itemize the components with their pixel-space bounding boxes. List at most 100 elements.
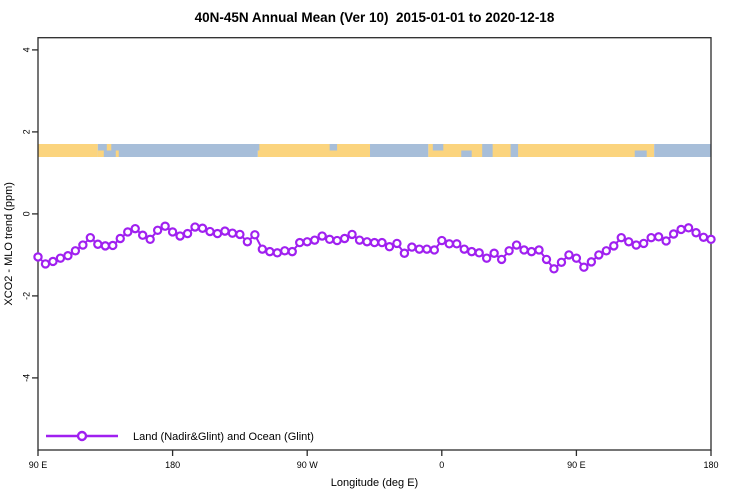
y-tick-label: 2 bbox=[21, 129, 31, 134]
y-axis: 4 2 0 -2 -4 XCO2 - MLO trend (ppm) bbox=[3, 47, 38, 382]
data-point-marker bbox=[265, 246, 275, 257]
x-axis: 90 E 180 90 W 0 90 E 180 Longitude (deg E) bbox=[29, 450, 719, 489]
data-point-marker bbox=[70, 246, 81, 256]
data-point-marker bbox=[639, 238, 649, 249]
data-point-marker bbox=[646, 232, 656, 243]
data-point-marker bbox=[152, 225, 163, 235]
data-point-marker bbox=[504, 246, 514, 256]
data-point-marker bbox=[616, 232, 626, 243]
legend-label: Land (Nadir&Glint) and Ocean (Glint) bbox=[133, 431, 314, 443]
data-point-marker bbox=[511, 240, 522, 250]
legend-marker-icon bbox=[76, 430, 88, 442]
data-point-marker bbox=[594, 250, 604, 260]
data-point-marker bbox=[347, 229, 357, 240]
chart-title: 40N-45N Annual Mean (Ver 10) 2015-01-01 … bbox=[194, 10, 555, 25]
data-point-marker bbox=[220, 226, 230, 236]
surface-band bbox=[38, 144, 711, 157]
data-point-marker bbox=[683, 223, 694, 233]
band-segment-land bbox=[257, 144, 371, 157]
data-point-marker bbox=[354, 235, 365, 245]
data-point-marker bbox=[459, 244, 469, 254]
band-chip-ocean bbox=[634, 150, 647, 157]
data-point-marker bbox=[63, 251, 73, 261]
data-point-marker bbox=[130, 223, 140, 234]
band-chip-ocean bbox=[432, 144, 444, 151]
data-point-marker bbox=[175, 231, 185, 241]
x-tick-label: 90 W bbox=[297, 460, 319, 470]
data-point-marker bbox=[467, 246, 477, 257]
data-point-marker bbox=[407, 242, 417, 252]
data-point-marker bbox=[108, 240, 118, 251]
data-point-marker bbox=[242, 237, 253, 247]
data-point-marker bbox=[698, 232, 709, 242]
data-point-marker bbox=[534, 245, 544, 255]
data-point-marker bbox=[571, 253, 582, 263]
band-chip-land bbox=[106, 144, 112, 151]
data-point-marker bbox=[182, 228, 193, 239]
data-point-marker bbox=[489, 248, 499, 258]
data-point-marker bbox=[601, 246, 612, 256]
data-point-marker bbox=[33, 252, 43, 262]
data-point-marker bbox=[437, 235, 447, 246]
band-chip-ocean bbox=[329, 144, 338, 151]
data-point-marker bbox=[309, 235, 320, 245]
data-point-marker bbox=[55, 253, 66, 263]
data-point-marker bbox=[556, 257, 567, 267]
data-point-marker bbox=[197, 223, 208, 233]
x-tick-label: 0 bbox=[439, 460, 444, 470]
band-chip-land bbox=[97, 150, 104, 157]
data-point-marker bbox=[369, 237, 380, 248]
data-point-marker bbox=[661, 236, 671, 246]
data-point-marker bbox=[280, 246, 290, 256]
data-point-marker bbox=[324, 234, 335, 245]
data-point-marker bbox=[100, 241, 111, 251]
data-point-marker bbox=[519, 245, 529, 255]
band-segment-land bbox=[38, 144, 98, 157]
data-point-marker bbox=[444, 239, 454, 249]
data-point-marker bbox=[384, 241, 395, 252]
band-chip-land bbox=[115, 150, 119, 157]
data-point-marker bbox=[564, 250, 574, 260]
x-tick-label: 90 E bbox=[567, 460, 586, 470]
data-point-marker bbox=[624, 237, 634, 247]
data-point-marker bbox=[541, 254, 552, 265]
data-point-marker bbox=[549, 264, 559, 274]
y-tick-label: 4 bbox=[21, 47, 31, 52]
band-segment-ocean bbox=[654, 144, 711, 157]
data-point-marker bbox=[287, 246, 297, 257]
legend: Land (Nadir&Glint) and Ocean (Glint) bbox=[46, 430, 314, 443]
data-point-marker bbox=[160, 221, 170, 231]
x-tick-label: 180 bbox=[165, 460, 180, 470]
data-point-marker bbox=[295, 237, 305, 248]
data-point-marker bbox=[706, 234, 716, 245]
data-point-marker bbox=[676, 224, 686, 235]
data-point-marker bbox=[526, 246, 537, 257]
data-point-marker bbox=[227, 228, 238, 238]
data-point-marker bbox=[137, 230, 148, 240]
data-point-marker bbox=[496, 254, 507, 265]
band-chip-ocean bbox=[254, 144, 260, 151]
y-tick-label: -4 bbox=[21, 374, 31, 382]
data-point-marker bbox=[115, 233, 125, 244]
data-point-marker bbox=[474, 248, 484, 258]
band-segment-ocean bbox=[370, 144, 429, 157]
data-point-marker bbox=[145, 234, 155, 245]
data-point-marker bbox=[653, 232, 664, 242]
band-chip-ocean bbox=[482, 144, 493, 157]
x-tick-label: 90 E bbox=[29, 460, 48, 470]
data-point-marker bbox=[422, 244, 432, 254]
data-point-marker bbox=[257, 244, 268, 254]
data-point-marker bbox=[40, 259, 51, 269]
data-point-marker bbox=[609, 241, 619, 251]
data-point-marker bbox=[250, 230, 260, 240]
data-series bbox=[33, 221, 716, 274]
x-tick-label: 180 bbox=[703, 460, 718, 470]
data-point-marker bbox=[48, 256, 58, 267]
data-point-marker bbox=[399, 248, 410, 258]
data-point-marker bbox=[414, 244, 425, 254]
data-point-marker bbox=[392, 238, 402, 249]
band-segment-ocean bbox=[97, 144, 258, 157]
data-point-marker bbox=[190, 222, 200, 232]
